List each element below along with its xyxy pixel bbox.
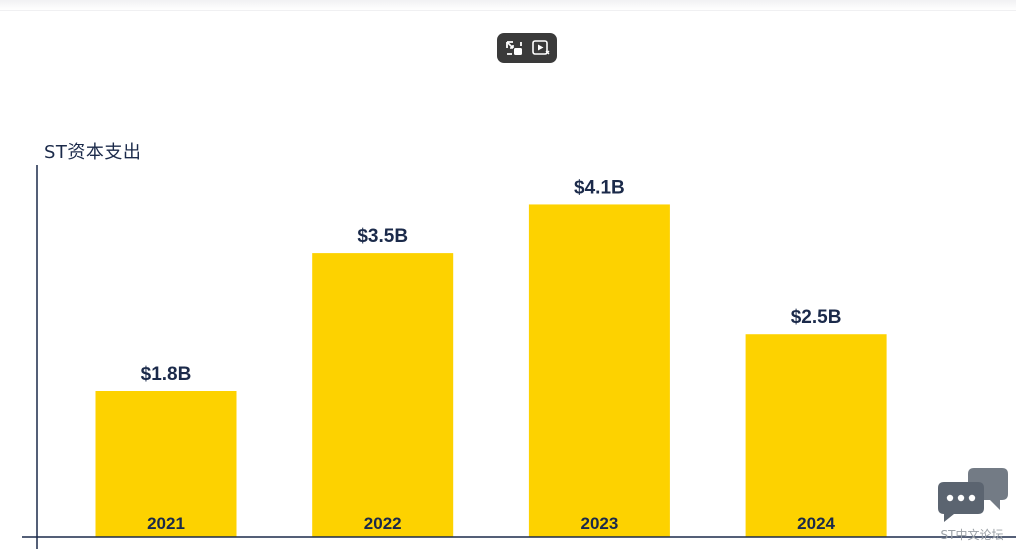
picture-in-picture-icon bbox=[505, 41, 522, 55]
data-label-2022: $3.5B bbox=[357, 226, 408, 247]
category-label-2023: 2023 bbox=[580, 514, 618, 533]
bar-2023 bbox=[528, 204, 670, 537]
bar-2022 bbox=[312, 253, 454, 537]
bar-2024 bbox=[745, 334, 887, 537]
chat-bubbles-icon bbox=[938, 468, 1008, 522]
bar-2021 bbox=[95, 391, 237, 537]
play-video-icon bbox=[531, 40, 549, 55]
picture-in-picture-button[interactable] bbox=[502, 36, 526, 60]
data-label-2021: $1.8B bbox=[141, 364, 192, 385]
top-strip bbox=[0, 0, 1016, 11]
data-label-2023: $4.1B bbox=[574, 177, 625, 198]
play-video-button[interactable] bbox=[529, 36, 553, 60]
chart-title: ST资本支出 bbox=[44, 142, 142, 163]
category-label-2022: 2022 bbox=[364, 514, 402, 533]
category-label-2024: 2024 bbox=[797, 514, 835, 533]
data-label-2024: $2.5B bbox=[791, 307, 842, 328]
watermark-text: ST中文论坛 bbox=[940, 528, 1004, 542]
media-toolbar bbox=[497, 33, 557, 63]
watermark: ST中文论坛 bbox=[934, 464, 1010, 544]
category-label-2021: 2021 bbox=[147, 514, 185, 533]
